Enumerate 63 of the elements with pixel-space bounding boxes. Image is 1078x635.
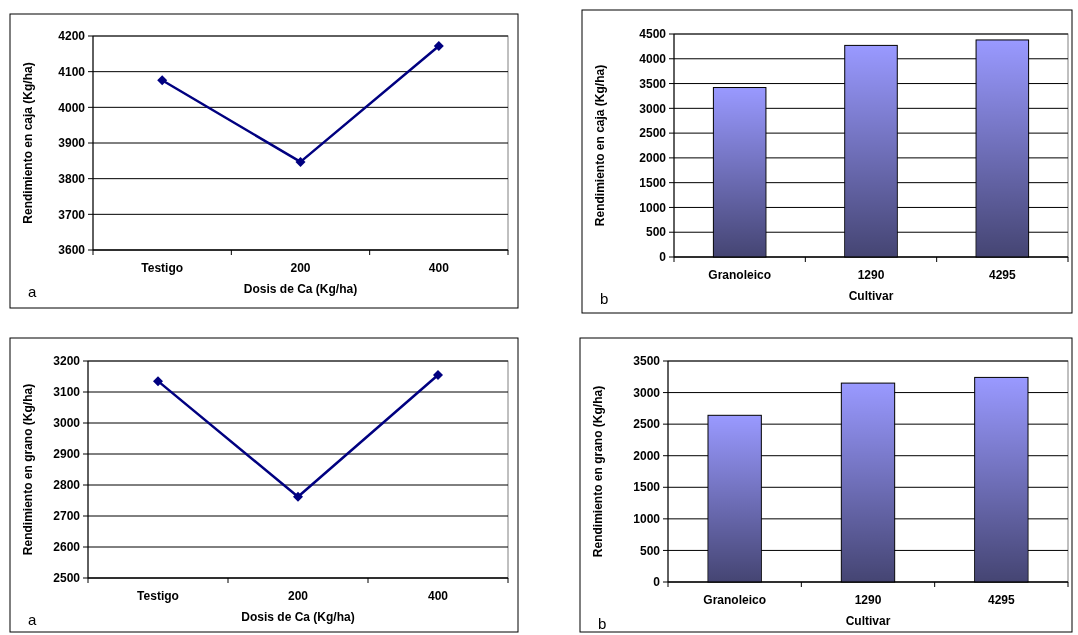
x-tick-label: Granoleico — [703, 593, 767, 607]
y-tick-label: 2000 — [633, 448, 661, 463]
y-tick-label: 3000 — [639, 101, 667, 116]
y-tick-label: 2000 — [639, 151, 667, 166]
y-tick-label: 4000 — [639, 51, 667, 66]
point — [433, 369, 443, 380]
point — [153, 376, 163, 387]
y-axis-title: Rendimiento en caja (Kg/ha) — [21, 62, 35, 224]
point — [293, 491, 303, 502]
y-tick-label: 2500 — [53, 571, 81, 586]
y-tick-label: 3500 — [633, 354, 661, 369]
y-axis-title: Rendimiento en grano (Kg/ha) — [591, 385, 605, 558]
x-tick-label: 200 — [290, 261, 311, 275]
y-tick-label: 2600 — [53, 540, 81, 555]
x-tick-label: 1290 — [854, 593, 882, 607]
y-tick-label: 500 — [639, 543, 661, 558]
y-axis-title: Rendimiento en caja (Kg/ha) — [593, 64, 607, 227]
y-tick-label: 2500 — [639, 126, 667, 141]
point — [157, 75, 168, 86]
x-tick-label: Testigo — [137, 589, 179, 603]
y-axis-title: Rendimiento en grano (Kg/ha) — [21, 383, 35, 556]
y-tick-label: 3700 — [58, 207, 86, 222]
text: a — [28, 283, 37, 300]
y-tick-label: 4100 — [58, 64, 86, 79]
y-tick-label: 1000 — [633, 512, 661, 527]
x-axis-title: Cultivar — [848, 289, 894, 303]
y-tick-label: 1500 — [633, 480, 661, 495]
text: a — [28, 611, 37, 628]
x-axis-title: Dosis de Ca (Kg/ha) — [243, 282, 358, 296]
x-tick-label: 4295 — [987, 593, 1015, 607]
point — [433, 40, 444, 51]
y-tick-label: 3600 — [58, 243, 86, 258]
y-tick-label: 3800 — [58, 171, 86, 186]
x-tick-label: 4295 — [988, 268, 1016, 282]
y-tick-label: 2900 — [53, 447, 81, 462]
x-tick-label: Granoleico — [708, 268, 772, 282]
x-tick-label: 400 — [427, 589, 449, 603]
text: b — [598, 615, 607, 632]
x-tick-label: 200 — [287, 589, 309, 603]
text: b — [600, 290, 609, 307]
y-tick-label: 3000 — [633, 385, 661, 400]
y-tick-label: 3100 — [53, 385, 81, 400]
y-tick-label: 4000 — [58, 100, 86, 115]
y-tick-label: 0 — [659, 250, 667, 265]
y-tick-label: 0 — [653, 575, 661, 590]
y-tick-label: 2500 — [633, 417, 661, 432]
y-tick-label: 2700 — [53, 509, 81, 524]
y-tick-label: 2800 — [53, 478, 81, 493]
y-tick-label: 3500 — [639, 76, 667, 91]
y-tick-label: 3000 — [53, 416, 81, 431]
y-tick-label: 1500 — [639, 175, 667, 190]
x-axis-title: Dosis de Ca (Kg/ha) — [241, 610, 355, 624]
x-tick-label: Testigo — [141, 261, 184, 275]
point — [295, 156, 306, 167]
x-tick-label: 400 — [428, 261, 450, 275]
y-tick-label: 1000 — [639, 200, 667, 215]
y-tick-label: 4500 — [639, 27, 667, 42]
y-tick-label: 4200 — [58, 29, 86, 44]
x-tick-label: 1290 — [857, 268, 885, 282]
y-tick-label: 500 — [645, 225, 667, 240]
y-tick-label: 3900 — [58, 136, 86, 151]
x-axis-title: Cultivar — [845, 614, 891, 628]
y-tick-label: 3200 — [53, 354, 81, 369]
